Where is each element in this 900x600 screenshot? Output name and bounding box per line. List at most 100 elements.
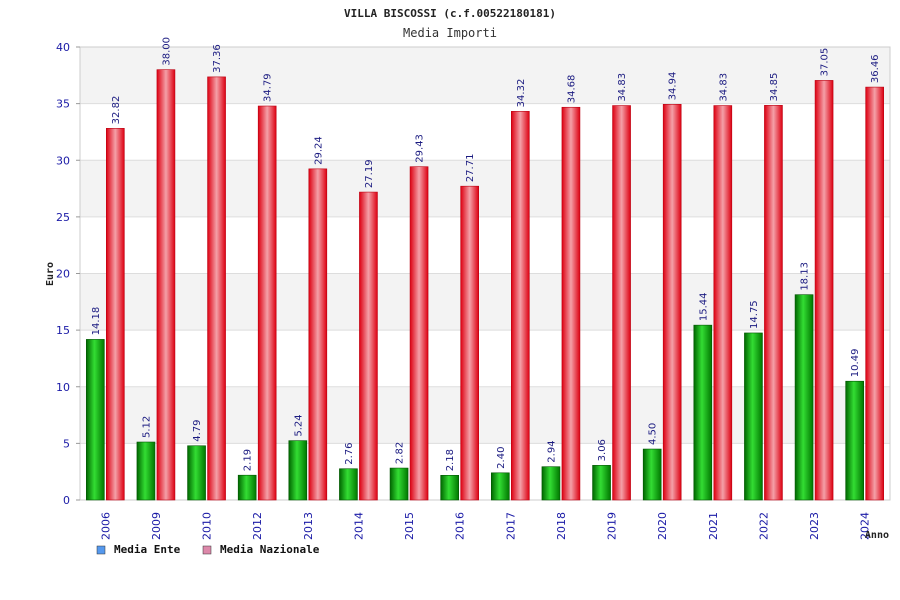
- value-label-media-ente-2022: 14.75: [749, 300, 760, 329]
- bar-media-nazionale-2012: [257, 105, 277, 501]
- bar-media-ente-2016: [440, 475, 459, 501]
- x-tick-label-2010: 2010: [201, 512, 214, 540]
- x-tick-label-2017: 2017: [504, 512, 517, 540]
- bar-media-ente-2017: [491, 472, 510, 501]
- value-label-media-nazionale-2018: 34.68: [566, 75, 577, 104]
- bar-media-ente-2012: [237, 474, 257, 501]
- value-label-media-ente-2024: 10.49: [850, 349, 861, 378]
- x-tick-label-2009: 2009: [150, 512, 163, 540]
- value-label-media-nazionale-2014: 27.19: [364, 159, 375, 188]
- value-label-media-ente-2006: 14.18: [91, 307, 102, 336]
- bar-media-nazionale-2022: [764, 105, 783, 501]
- bar-media-nazionale-2018: [561, 106, 581, 501]
- bar-media-ente-2023: [794, 294, 814, 501]
- x-tick-label-2019: 2019: [606, 512, 619, 540]
- value-label-media-ente-2013: 5.24: [293, 414, 304, 436]
- y-tick-label: 30: [56, 154, 70, 167]
- x-tick-label-2014: 2014: [352, 512, 365, 540]
- y-tick-label: 25: [56, 211, 70, 224]
- bar-media-nazionale-2019: [612, 105, 631, 501]
- y-tick-label: 40: [56, 41, 70, 54]
- value-label-media-nazionale-2006: 32.82: [111, 96, 122, 125]
- bar-media-nazionale-2020: [662, 104, 682, 501]
- value-label-media-nazionale-2023: 37.05: [820, 48, 831, 77]
- value-label-media-ente-2020: 4.50: [648, 423, 659, 445]
- x-axis-title: Anno: [865, 530, 889, 541]
- bar-media-ente-2020: [642, 448, 662, 501]
- value-label-media-nazionale-2017: 34.32: [516, 79, 527, 108]
- value-label-media-nazionale-2009: 38.00: [161, 37, 172, 66]
- y-tick-label: 20: [56, 268, 70, 281]
- bar-media-ente-2006: [86, 339, 105, 501]
- bar-media-ente-2018: [541, 466, 561, 501]
- bars: [86, 69, 884, 501]
- x-tick-label-2006: 2006: [99, 512, 112, 540]
- legend-swatch-media-ente: [96, 545, 106, 555]
- x-tick-label-2023: 2023: [808, 512, 821, 540]
- bar-media-ente-2010: [187, 445, 206, 501]
- x-tick-label-2013: 2013: [302, 512, 315, 540]
- y-tick-label: 0: [63, 494, 70, 507]
- bar-media-nazionale-2015: [409, 166, 429, 501]
- value-label-media-ente-2021: 15.44: [698, 293, 709, 322]
- value-label-media-nazionale-2010: 37.36: [212, 44, 223, 73]
- y-tick-label: 10: [56, 381, 70, 394]
- value-label-media-ente-2014: 2.76: [344, 442, 355, 464]
- bar-media-nazionale-2009: [156, 69, 176, 501]
- bar-media-ente-2013: [288, 440, 308, 501]
- value-label-media-ente-2012: 2.19: [243, 449, 254, 471]
- value-label-media-nazionale-2024: 36.46: [870, 54, 881, 83]
- value-label-media-nazionale-2020: 34.94: [668, 72, 679, 101]
- value-label-media-ente-2015: 2.82: [395, 442, 406, 464]
- bar-media-nazionale-2014: [359, 191, 378, 501]
- value-label-media-ente-2010: 4.79: [192, 419, 203, 441]
- x-axis-ticks: 2006 2009 2010 2012 2013 2014 2015 2016 2017 2018…: [99, 512, 871, 540]
- legend-label-media-nazionale: Media Nazionale: [220, 543, 320, 556]
- bar-media-ente-2019: [592, 465, 611, 501]
- value-label-media-ente-2019: 3.06: [597, 439, 608, 461]
- x-tick-label-2021: 2021: [707, 512, 720, 540]
- bar-media-ente-2014: [339, 468, 358, 501]
- value-label-media-nazionale-2016: 27.71: [465, 154, 476, 183]
- legend-swatch-media-nazionale: [202, 545, 212, 555]
- value-label-media-ente-2016: 2.18: [445, 449, 456, 471]
- value-label-media-nazionale-2021: 34.83: [718, 73, 729, 102]
- legend-label-media-ente: Media Ente: [114, 543, 181, 556]
- y-tick-label: 35: [56, 98, 70, 111]
- bar-media-nazionale-2006: [106, 128, 125, 501]
- value-label-media-ente-2023: 18.13: [800, 262, 811, 291]
- value-label-media-nazionale-2012: 34.79: [263, 73, 274, 102]
- value-label-media-nazionale-2019: 34.83: [617, 73, 628, 102]
- bar-media-ente-2022: [744, 332, 763, 501]
- y-tick-label: 5: [63, 437, 70, 450]
- value-label-media-nazionale-2013: 29.24: [313, 136, 324, 165]
- value-label-media-nazionale-2015: 29.43: [415, 134, 426, 163]
- bar-media-ente-2015: [389, 467, 409, 501]
- x-tick-label-2024: 2024: [859, 512, 872, 540]
- x-tick-label-2020: 2020: [656, 512, 669, 540]
- bar-media-nazionale-2024: [865, 86, 884, 501]
- y-tick-label: 15: [56, 324, 70, 337]
- x-tick-label-2022: 2022: [757, 512, 770, 540]
- bar-media-nazionale-2010: [207, 76, 226, 501]
- x-tick-label-2018: 2018: [555, 512, 568, 540]
- bar-media-ente-2021: [693, 324, 713, 501]
- value-label-media-ente-2017: 2.40: [496, 447, 507, 469]
- y-axis-ticks: 0 5 10 15 20 25 30 35 40: [56, 41, 80, 507]
- bar-media-nazionale-2017: [511, 111, 530, 501]
- legend: Media Ente Media Nazionale: [96, 543, 320, 556]
- value-label-media-ente-2018: 2.94: [546, 440, 557, 462]
- x-tick-label-2012: 2012: [251, 512, 264, 540]
- x-tick-label-2016: 2016: [454, 512, 467, 540]
- chart-subtitle: Media Importi: [403, 26, 497, 40]
- bar-media-nazionale-2023: [814, 80, 834, 501]
- bar-media-nazionale-2021: [713, 105, 733, 501]
- bar-media-nazionale-2013: [308, 168, 328, 501]
- value-label-media-nazionale-2022: 34.85: [769, 73, 780, 102]
- bar-media-ente-2009: [136, 441, 156, 501]
- value-label-media-ente-2009: 5.12: [141, 416, 152, 438]
- x-tick-label-2015: 2015: [403, 512, 416, 540]
- bar-media-ente-2024: [845, 380, 864, 501]
- bar-media-nazionale-2016: [460, 185, 479, 501]
